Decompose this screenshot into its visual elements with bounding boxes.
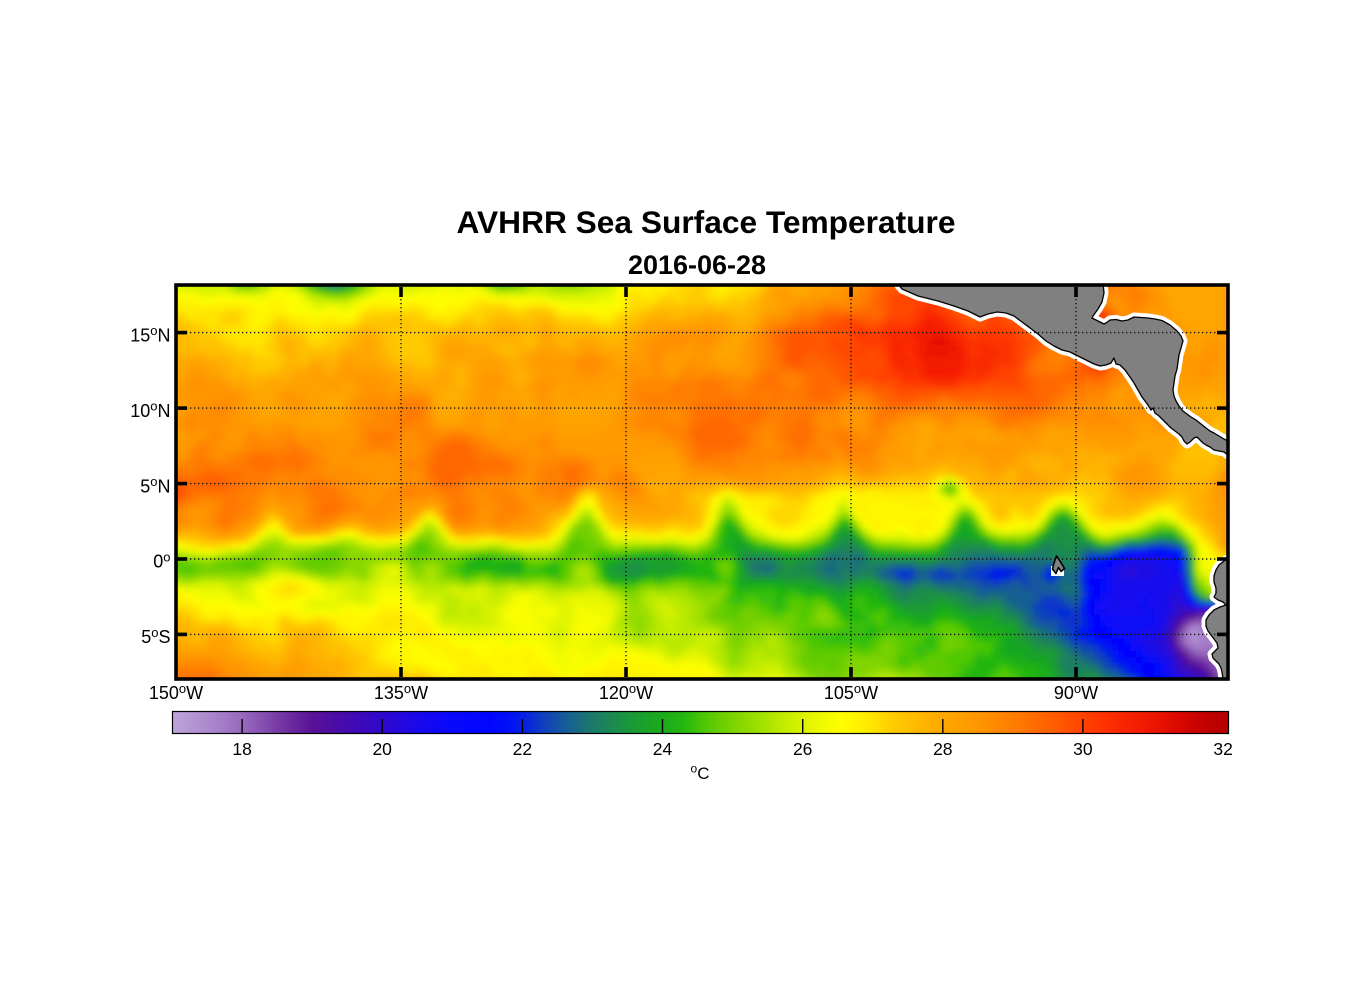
svg-text:5oN: 5oN	[140, 474, 170, 496]
svg-text:26: 26	[793, 739, 812, 759]
svg-text:22: 22	[513, 739, 532, 759]
svg-text:30: 30	[1073, 739, 1093, 759]
svg-text:150oW: 150oW	[149, 681, 203, 703]
svg-text:90oW: 90oW	[1054, 681, 1098, 703]
svg-text:135oW: 135oW	[374, 681, 428, 703]
svg-text:24: 24	[653, 739, 673, 759]
svg-text:120oW: 120oW	[599, 681, 653, 703]
svg-text:15oN: 15oN	[130, 323, 170, 345]
svg-text:105oW: 105oW	[824, 681, 878, 703]
svg-text:28: 28	[933, 739, 952, 759]
svg-text:10oN: 10oN	[130, 399, 170, 421]
svg-text:32: 32	[1213, 739, 1232, 759]
svg-text:AVHRR Sea Surface Temperature: AVHRR Sea Surface Temperature	[457, 204, 956, 240]
svg-text:2016-06-28: 2016-06-28	[628, 250, 766, 280]
svg-text:5oS: 5oS	[141, 625, 170, 647]
svg-text:oC: oC	[691, 762, 710, 784]
svg-text:18: 18	[232, 739, 251, 759]
svg-text:20: 20	[372, 739, 392, 759]
